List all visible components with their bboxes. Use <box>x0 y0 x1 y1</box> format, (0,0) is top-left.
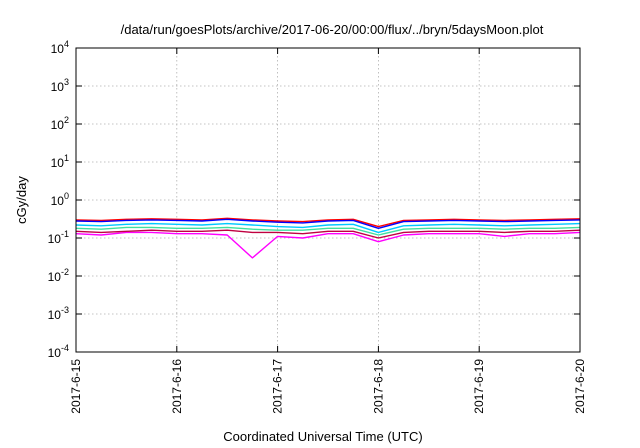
series-line <box>75 222 581 234</box>
series-line <box>75 217 581 228</box>
y-axis-label: cGy/day <box>14 176 29 224</box>
grid-lines <box>76 48 580 352</box>
y-tick-label: 10-4 <box>48 343 69 360</box>
x-tick-label: 2017-6-20 <box>573 359 587 414</box>
x-tick-label: 2017-6-15 <box>69 359 83 414</box>
series-line <box>75 226 581 236</box>
x-tick-label: 2017-6-18 <box>371 359 385 414</box>
series-lines <box>75 217 581 259</box>
plot-frame <box>75 47 581 353</box>
series-line <box>75 231 581 259</box>
y-tick-label: 101 <box>51 153 69 170</box>
x-tick-label: 2017-6-17 <box>271 359 285 414</box>
chart-title: /data/run/goesPlots/archive/2017-06-20/0… <box>121 22 544 37</box>
x-axis-label: Coordinated Universal Time (UTC) <box>223 429 422 444</box>
y-tick-label: 10-1 <box>48 229 69 246</box>
y-tick-label: 104 <box>51 39 69 56</box>
y-tick-label: 10-3 <box>48 305 69 322</box>
y-tick-label: 100 <box>51 191 69 208</box>
axis-ticks: 10-4 10-3 10-2 10-1 100 101 102 103 104 2017-6-15… <box>48 39 587 414</box>
y-tick-label: 103 <box>51 77 69 94</box>
x-tick-label: 2017-6-19 <box>472 359 486 414</box>
series-line <box>75 218 581 230</box>
x-tick-label: 2017-6-16 <box>170 359 184 414</box>
y-tick-label: 10-2 <box>48 267 69 284</box>
series-line <box>75 229 581 239</box>
y-tick-label: 102 <box>51 115 69 132</box>
